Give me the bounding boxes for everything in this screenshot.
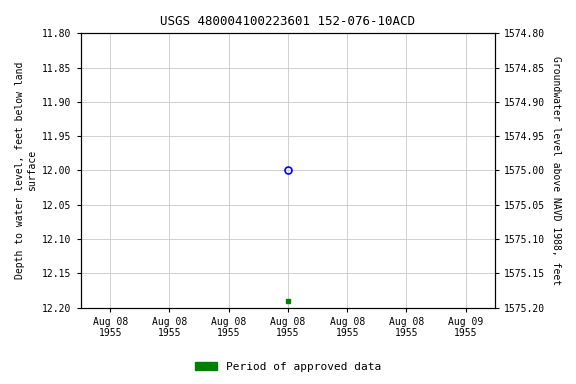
Y-axis label: Groundwater level above NAVD 1988, feet: Groundwater level above NAVD 1988, feet — [551, 56, 561, 285]
Y-axis label: Depth to water level, feet below land
surface: Depth to water level, feet below land su… — [15, 62, 37, 279]
Title: USGS 480004100223601 152-076-10ACD: USGS 480004100223601 152-076-10ACD — [161, 15, 415, 28]
Legend: Period of approved data: Period of approved data — [191, 358, 385, 377]
